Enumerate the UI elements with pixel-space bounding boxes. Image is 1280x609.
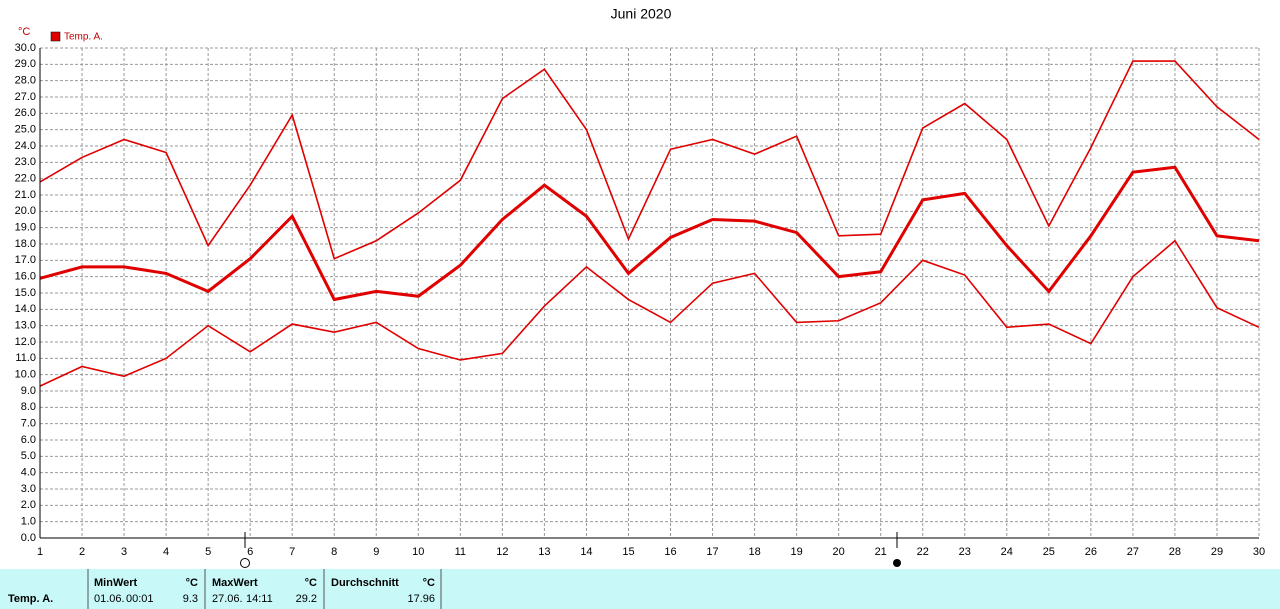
summary-value: 17.96 <box>407 593 435 605</box>
y-tick-label: 5.0 <box>21 450 36 462</box>
summary-value: 29.2 <box>296 593 317 605</box>
summary-time: 14:11 <box>246 593 273 605</box>
y-tick-label: 16.0 <box>15 271 36 283</box>
summary-unit: °C <box>305 577 317 589</box>
x-tick-label: 9 <box>373 546 379 558</box>
y-tick-label: 9.0 <box>21 385 36 397</box>
summary-panel <box>0 569 1280 609</box>
y-tick-label: 26.0 <box>15 107 36 119</box>
x-tick-label: 8 <box>331 546 337 558</box>
x-tick-label: 2 <box>79 546 85 558</box>
x-tick-label: 29 <box>1211 546 1223 558</box>
x-tick-label: 27 <box>1127 546 1139 558</box>
x-tick-label: 19 <box>790 546 802 558</box>
summary-unit: °C <box>423 577 435 589</box>
x-tick-label: 22 <box>917 546 929 558</box>
y-tick-label: 14.0 <box>15 303 36 315</box>
y-tick-label: 0.0 <box>21 532 36 544</box>
x-tick-label: 1 <box>37 546 43 558</box>
x-tick-label: 11 <box>455 546 466 558</box>
y-tick-label: 30.0 <box>15 42 36 54</box>
x-tick-label: 7 <box>289 546 295 558</box>
x-tick-label: 17 <box>706 546 718 558</box>
y-tick-label: 28.0 <box>15 75 36 87</box>
moon-icon <box>240 558 250 568</box>
summary-header: MinWert <box>94 577 138 589</box>
y-unit: °C <box>18 26 30 38</box>
y-tick-label: 3.0 <box>21 483 36 495</box>
y-tick-label: 23.0 <box>15 156 36 168</box>
x-tick-label: 23 <box>959 546 971 558</box>
y-tick-label: 24.0 <box>15 140 36 152</box>
y-tick-label: 7.0 <box>21 418 36 430</box>
y-tick-label: 19.0 <box>15 222 36 234</box>
y-tick-label: 29.0 <box>15 58 36 70</box>
x-tick-label: 30 <box>1253 546 1265 558</box>
moon-icon <box>893 559 901 567</box>
x-tick-label: 12 <box>496 546 508 558</box>
x-tick-label: 28 <box>1169 546 1181 558</box>
y-tick-label: 20.0 <box>15 205 36 217</box>
summary-dividers <box>87 569 442 609</box>
x-tick-label: 14 <box>580 546 592 558</box>
legend-label: Temp. A. <box>64 32 103 43</box>
x-tick-label: 20 <box>833 546 845 558</box>
y-tick-label: 12.0 <box>15 336 36 348</box>
y-tick-label: 27.0 <box>15 91 36 103</box>
y-tick-label: 21.0 <box>15 189 36 201</box>
y-tick-label: 10.0 <box>15 369 36 381</box>
summary-date: 01.06. <box>94 593 125 605</box>
x-tick-label: 3 <box>121 546 127 558</box>
x-tick-label: 15 <box>622 546 634 558</box>
y-tick-label: 25.0 <box>15 124 36 136</box>
y-tick-label: 6.0 <box>21 434 36 446</box>
x-tick-label: 10 <box>412 546 424 558</box>
x-tick-label: 5 <box>205 546 211 558</box>
y-tick-label: 1.0 <box>21 516 36 528</box>
x-tick-label: 4 <box>163 546 169 558</box>
summary-date: 27.06. <box>212 593 243 605</box>
summary-time: 00:01 <box>126 593 154 605</box>
y-tick-label: 13.0 <box>15 320 36 332</box>
y-tick-label: 18.0 <box>15 238 36 250</box>
data-line <box>39 239 1260 387</box>
y-tick-label: 15.0 <box>15 287 36 299</box>
chart-title: Juni 2020 <box>611 6 672 22</box>
y-tick-label: 22.0 <box>15 173 36 185</box>
data-line <box>39 165 1260 302</box>
summary-header: MaxWert <box>212 577 258 589</box>
y-tick-label: 17.0 <box>15 254 36 266</box>
x-tick-label: 13 <box>538 546 550 558</box>
summary-header: Durchschnitt <box>331 577 399 589</box>
x-tick-label: 6 <box>247 546 253 558</box>
summary-value: 9.3 <box>183 593 198 605</box>
y-tick-label: 11.0 <box>15 352 36 364</box>
x-tick-label: 26 <box>1085 546 1097 558</box>
x-tick-label: 24 <box>1001 546 1013 558</box>
data-line <box>39 60 1260 260</box>
y-tick-label: 4.0 <box>21 467 36 479</box>
x-tick-label: 16 <box>664 546 676 558</box>
summary-row-label: Temp. A. <box>8 593 53 605</box>
summary-unit: °C <box>186 577 198 589</box>
y-tick-label: 2.0 <box>21 499 36 511</box>
legend-swatch <box>50 31 61 42</box>
x-tick-label: 25 <box>1043 546 1055 558</box>
x-tick-label: 21 <box>875 546 887 558</box>
y-tick-label: 8.0 <box>21 401 36 413</box>
x-tick-label: 18 <box>748 546 760 558</box>
